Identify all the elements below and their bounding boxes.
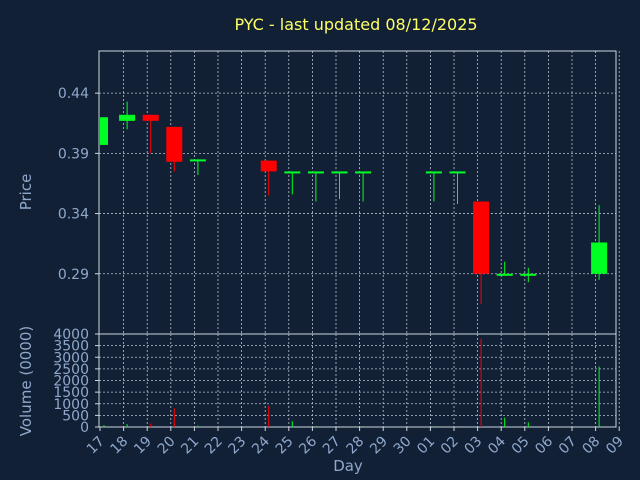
x-tick-label: 17 — [84, 434, 108, 458]
x-tick-label: 30 — [391, 434, 415, 458]
price-tick-label: 0.29 — [58, 267, 89, 283]
candle-body — [100, 117, 108, 145]
candle — [100, 117, 108, 145]
candle — [473, 201, 490, 304]
x-tick-label: 26 — [296, 433, 320, 457]
volume-tick-label: 1000 — [53, 397, 89, 413]
candle — [260, 160, 277, 196]
volume-tick-label: 3000 — [53, 350, 89, 366]
x-tick-label: 22 — [202, 434, 226, 458]
x-tick-label: 23 — [226, 434, 250, 458]
volume-tick-label: 500 — [62, 408, 89, 424]
volume-bars-group — [103, 338, 600, 427]
x-axis-label: Day — [333, 457, 363, 475]
candle-body — [520, 273, 537, 276]
candle-body — [260, 160, 277, 172]
x-tick-label: 07 — [556, 434, 580, 458]
price-tick-label: 0.39 — [58, 146, 89, 162]
price-tick-label: 0.34 — [58, 207, 89, 223]
x-tick-label: 27 — [320, 434, 344, 458]
price-axis-label: Price — [17, 174, 35, 211]
x-tick-label: 08 — [580, 434, 604, 458]
x-tick-label: 09 — [603, 434, 627, 458]
x-tick-label: 18 — [108, 434, 132, 458]
volume-tick-label: 2000 — [53, 374, 89, 390]
price-grid — [99, 51, 620, 334]
x-tick-label: 01 — [414, 434, 438, 458]
candle — [496, 261, 513, 276]
candle-body — [284, 171, 301, 174]
volume-tick-label: 1500 — [53, 385, 89, 401]
x-tick-label: 02 — [438, 434, 462, 458]
volume-tick-label: 2500 — [53, 362, 89, 378]
volume-grid — [99, 334, 620, 427]
candle — [119, 101, 136, 130]
candle-body — [307, 171, 324, 174]
candle — [425, 171, 442, 202]
candle — [166, 126, 183, 172]
candle-body — [425, 171, 442, 174]
candle-body — [331, 171, 348, 174]
x-tick-label: 25 — [273, 434, 297, 458]
candle — [520, 267, 537, 283]
x-tick-label: 21 — [178, 434, 202, 458]
candle — [591, 205, 608, 280]
candle-body — [355, 171, 372, 174]
chart-title: PYC - last updated 08/12/2025 — [234, 15, 477, 34]
candle-body — [189, 159, 206, 162]
volume-tick-label: 3500 — [53, 339, 89, 355]
candle-body — [142, 114, 159, 121]
x-axis-ticks: 17 18 19 20 21 22 23 24 25 26 27 28 29 30 01 02 03 04 05 06… — [84, 427, 627, 457]
candle — [307, 171, 324, 202]
candle — [189, 159, 206, 176]
x-tick-label: 03 — [462, 434, 486, 458]
x-tick-label: 04 — [485, 433, 509, 457]
candle-body — [449, 171, 466, 174]
price-y-ticks: 0.44 0.39 0.34 0.29 — [58, 86, 99, 283]
candle-body — [591, 242, 608, 274]
candle-body — [496, 273, 513, 276]
candle — [284, 171, 301, 195]
x-tick-label: 06 — [532, 433, 556, 457]
volume-axis-label: Volume (0000) — [17, 326, 35, 436]
candle — [331, 171, 348, 200]
price-tick-label: 0.44 — [58, 86, 89, 102]
x-tick-label: 20 — [155, 434, 179, 458]
x-tick-label: 19 — [131, 434, 155, 458]
x-tick-label: 29 — [367, 434, 391, 458]
candle-body — [473, 201, 490, 274]
candle — [142, 114, 159, 154]
candle — [449, 171, 466, 204]
x-tick-label: 05 — [509, 434, 533, 458]
candle-body — [166, 126, 183, 162]
volume-tick-label: 4000 — [53, 327, 89, 343]
candle-body — [119, 114, 136, 121]
candles-group — [100, 101, 608, 304]
volume-tick-label: 0 — [80, 420, 89, 436]
candle — [355, 171, 372, 202]
x-tick-label: 28 — [344, 434, 368, 458]
x-tick-label: 24 — [249, 433, 273, 457]
